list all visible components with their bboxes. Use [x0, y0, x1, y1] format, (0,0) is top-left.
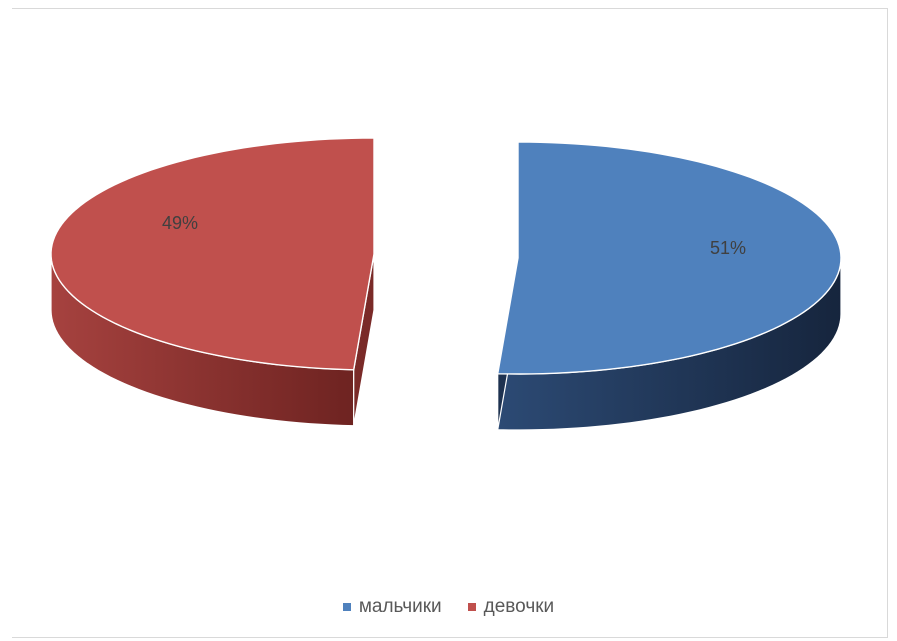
left-edge-mask — [0, 0, 12, 641]
legend-label-girls: девочки — [483, 596, 555, 617]
pie-slice-boys — [496, 141, 842, 375]
legend-swatch-girls — [467, 603, 476, 611]
legend-item-boys: мальчики — [342, 596, 442, 618]
legend-swatch-boys — [342, 603, 351, 611]
data-label-boys: 51% — [710, 238, 746, 258]
legend-item-girls: девочки — [467, 596, 555, 618]
chart-legend: мальчики девочки — [0, 596, 897, 618]
data-label-girls: 49% — [162, 213, 198, 233]
pie-slice-girls — [50, 137, 375, 371]
legend-label-boys: мальчики — [358, 596, 442, 617]
